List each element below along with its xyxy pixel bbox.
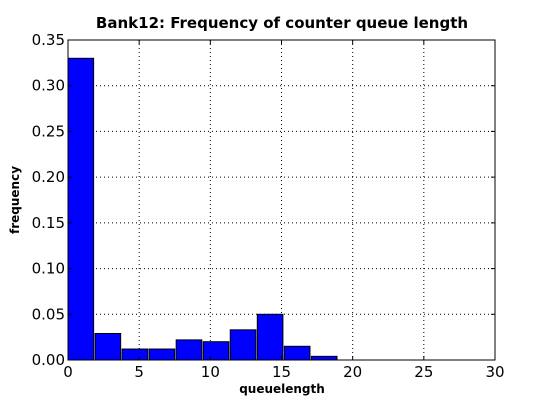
x-tick-label: 15	[272, 363, 291, 381]
y-tick-label: 0.10	[32, 260, 65, 278]
y-tick-label: 0.15	[32, 214, 65, 232]
y-tick-label: 0.00	[32, 351, 65, 369]
bar-5	[175, 339, 203, 361]
y-axis-label: frequency	[8, 166, 22, 234]
axis-ticks	[67, 39, 496, 361]
x-tick-label: 20	[343, 363, 362, 381]
grid-lines	[68, 40, 495, 360]
bar-10	[310, 355, 338, 361]
x-tick-label: 5	[134, 363, 144, 381]
bar-8	[256, 313, 284, 361]
bar-6	[202, 341, 230, 361]
bar-7	[229, 329, 257, 361]
bar-2	[94, 332, 122, 361]
chart-title: Bank12: Frequency of counter queue lengt…	[96, 14, 468, 32]
x-tick-label: 30	[485, 363, 504, 381]
y-tick-label: 0.25	[32, 122, 65, 140]
bar-3	[121, 348, 149, 361]
x-tick-labels: 0 5 10 15 20 25 30	[63, 363, 504, 381]
bar-9	[283, 345, 311, 361]
y-tick-labels: 0.00 0.05 0.10 0.15 0.20 0.25 0.30 0.35	[32, 31, 65, 369]
y-tick-label: 0.05	[32, 305, 65, 323]
x-axis-label: queuelength	[239, 382, 325, 396]
x-tick-label: 25	[414, 363, 433, 381]
x-tick-label: 0	[63, 363, 73, 381]
bars-group	[67, 57, 338, 361]
y-tick-label: 0.35	[32, 31, 65, 49]
y-tick-label: 0.20	[32, 168, 65, 186]
y-tick-label: 0.30	[32, 77, 65, 95]
bar-1	[67, 57, 95, 361]
bar-4	[148, 348, 176, 361]
x-tick-label: 10	[201, 363, 220, 381]
